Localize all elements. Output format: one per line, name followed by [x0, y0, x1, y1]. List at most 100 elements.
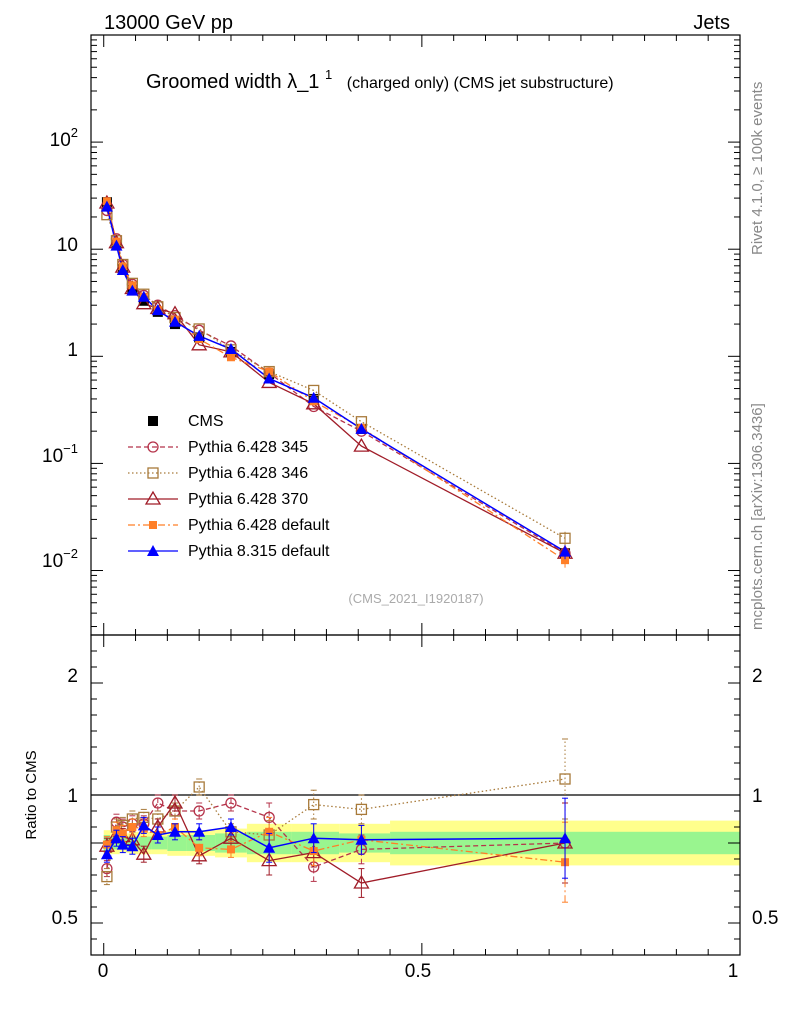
legend-label-p345: Pythia 6.428 345 — [188, 439, 308, 456]
ratio-point-5 — [224, 821, 237, 832]
ratio-point-5 — [137, 819, 150, 831]
legend-marker-2 — [147, 467, 159, 479]
ratio-point-5 — [355, 833, 368, 845]
series-line-2 — [106, 214, 566, 539]
legend-marker-0 — [148, 416, 158, 426]
legend-label-p370: Pythia 6.428 370 — [188, 491, 308, 508]
series-line-1 — [106, 210, 566, 554]
series-line-5 — [106, 206, 566, 553]
ratio-point-5 — [559, 832, 572, 844]
mcplots-label: mcplots.cern.ch [arXiv:1306.3436] — [749, 403, 766, 630]
ratio-point-4 — [128, 823, 137, 831]
xtick-label-0: 0 — [98, 961, 109, 982]
ytick-label-100: 102 — [50, 125, 78, 151]
legend-label-cms: CMS — [188, 413, 224, 430]
ratio-point-2 — [101, 870, 113, 883]
ratio-point-5 — [193, 825, 206, 837]
series-point-3 — [135, 295, 152, 310]
ratio-point-2 — [559, 773, 571, 785]
ratio-point-3 — [353, 874, 370, 889]
xtick-label-0.5: 0.5 — [405, 961, 431, 982]
series-point-5 — [307, 391, 320, 403]
series-point-5 — [193, 329, 206, 341]
ratio-point-4 — [226, 845, 235, 854]
series-point-5 — [110, 239, 123, 251]
legend-marker-4 — [149, 521, 157, 529]
chart-title-main: Groomed width — [146, 71, 282, 93]
ratio-ytick-labels-right: 2 1 0.5 — [752, 666, 778, 929]
ytick-label-10: 10 — [57, 235, 78, 256]
energy-label: 13000 GeV pp — [104, 12, 233, 34]
ratio-point-5 — [263, 841, 276, 853]
ratio-point-4 — [195, 843, 204, 852]
series-point-2 — [559, 532, 571, 544]
ratio-ytick-label-1: 1 — [67, 786, 78, 807]
ratio-point-1 — [193, 805, 205, 817]
series-point-5 — [100, 200, 113, 212]
legend-marker-5 — [147, 545, 159, 556]
main-plot-panel: Groomed width λ_1 1 (charged only) (CMS … — [42, 34, 741, 636]
ratio-point-3 — [135, 845, 152, 860]
series-line-3 — [106, 202, 566, 554]
series-point-4 — [561, 556, 570, 565]
series-point-5 — [224, 343, 237, 355]
ratio-series-group — [98, 738, 574, 903]
legend-label-p6def: Pythia 6.428 default — [188, 517, 330, 534]
series-point-5 — [355, 422, 368, 434]
series-point-5 — [559, 545, 572, 557]
series-point-5 — [151, 304, 164, 316]
ratio-point-4 — [265, 827, 274, 836]
rivet-label: Rivet 4.1.0, ≥ 100k events — [749, 82, 766, 255]
series-point-3 — [353, 437, 370, 452]
ratio-ytick-label-2-right: 2 — [752, 666, 763, 687]
chart-title-lambda: λ_1 — [287, 71, 319, 93]
legend-label-p8def: Pythia 8.315 default — [188, 543, 330, 560]
ratio-point-5 — [126, 840, 139, 852]
ytick-label-1: 1 — [67, 340, 78, 361]
ratio-point-3 — [166, 794, 184, 809]
series-point-5 — [137, 290, 150, 302]
ratio-point-1 — [263, 811, 275, 824]
ratio-point-1 — [152, 797, 164, 809]
ratio-point-5 — [116, 838, 129, 850]
legend-marker-3 — [144, 490, 162, 505]
chart-title-sup: 1 — [325, 67, 332, 82]
ratio-point-5 — [168, 825, 181, 837]
series-point-4 — [265, 367, 274, 376]
legend-marker-1 — [147, 441, 159, 453]
chart-title: Groomed width λ_1 1 (charged only) (CMS … — [146, 62, 614, 93]
ratio-point-4 — [102, 840, 111, 849]
ratio-axis-ticks — [91, 634, 741, 956]
series-point-5 — [116, 263, 129, 275]
ratio-point-1 — [225, 797, 237, 809]
ratio-ytick-labels-left: 2 1 0.5 — [52, 666, 78, 929]
ratio-plot-panel: Ratio to CMS 2 1 0.5 2 1 0.5 0 0.5 1 — [23, 634, 778, 982]
main-axis-ticks — [91, 34, 741, 635]
chart-title-sub: (charged only) (CMS jet substructure) — [347, 75, 614, 92]
ratio-plot-frame — [90, 634, 741, 956]
ratio-point-5 — [151, 829, 164, 840]
ratio-xtick-labels: 0 0.5 1 — [98, 961, 739, 982]
ratio-ytick-label-2: 2 — [67, 666, 78, 687]
series-point-3 — [191, 336, 208, 351]
ratio-ytick-label-0.5: 0.5 — [52, 908, 78, 929]
ratio-point-3 — [222, 829, 240, 844]
ratio-point-2 — [193, 781, 205, 793]
ratio-point-5 — [307, 832, 320, 844]
ratio-ylabel: Ratio to CMS — [23, 750, 40, 839]
ratio-band-green — [167, 835, 187, 851]
ytick-label-0.1: 10−1 — [42, 441, 78, 467]
ratio-point-4 — [118, 829, 127, 838]
ytick-label-0.01: 10−2 — [42, 546, 78, 572]
series-point-5 — [126, 284, 139, 296]
series-point-5 — [168, 315, 181, 327]
series-point-5 — [263, 372, 276, 384]
main-ytick-labels: 102 10 1 10−1 10−2 — [42, 125, 78, 572]
series-line-4 — [106, 201, 566, 561]
ratio-point-3 — [261, 852, 278, 867]
ratio-ytick-label-1-right: 1 — [752, 786, 763, 807]
ratio-point-2 — [355, 803, 368, 816]
ratio-point-2 — [308, 798, 320, 811]
legend: CMS Pythia 6.428 345 Pythia 6.428 346 Py… — [128, 413, 330, 560]
